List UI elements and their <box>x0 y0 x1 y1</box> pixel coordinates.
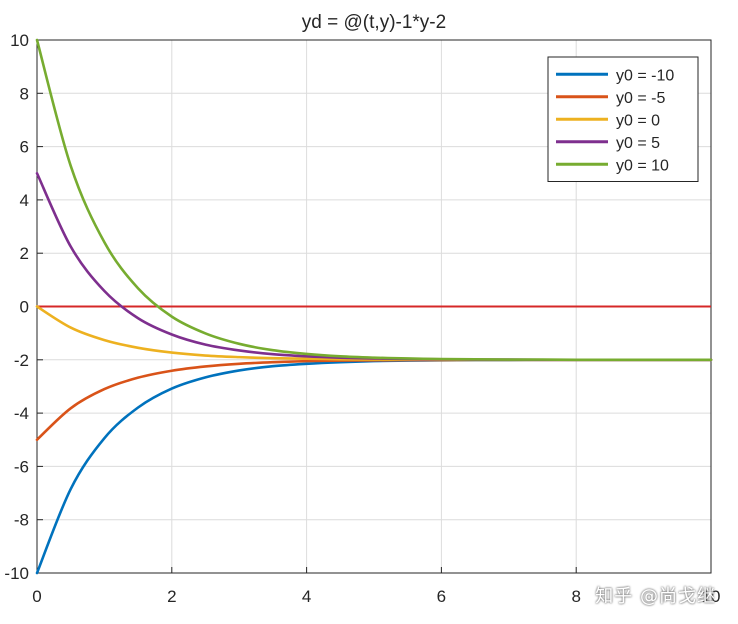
y-tick-label: -2 <box>14 351 29 370</box>
legend-label: y0 = -5 <box>616 90 665 107</box>
y-tick-label: 8 <box>20 84 29 103</box>
legend-label: y0 = 10 <box>616 157 669 174</box>
series-line-2 <box>35 358 713 442</box>
series-line-3 <box>35 305 713 362</box>
x-tick-label: 6 <box>437 587 446 606</box>
legend-label: y0 = 5 <box>616 135 660 152</box>
x-tick-label: 4 <box>302 587 311 606</box>
x-axis: 0 2 4 6 8 10 <box>32 567 720 606</box>
y-tick-label: -10 <box>4 564 29 583</box>
watermark: 知乎 @尚戈继 <box>595 586 716 607</box>
y-tick-label: 6 <box>20 138 29 157</box>
x-tick-label: 10 <box>702 587 721 606</box>
series-lines <box>35 38 713 575</box>
y-tick-label: 2 <box>20 244 29 263</box>
legend-label: y0 = 0 <box>616 112 660 129</box>
series-line-4 <box>35 171 713 362</box>
y-tick-label: 10 <box>10 31 29 50</box>
chart-title: yd = @(t,y)-1*y-2 <box>302 12 446 33</box>
x-tick-label: 0 <box>32 587 41 606</box>
y-tick-label: 4 <box>20 191 29 210</box>
legend: y0 = -10 y0 = -5 y0 = 0 y0 = 5 y0 = 10 <box>547 56 699 182</box>
y-axis: -10 -8 -6 -4 -2 0 2 4 6 8 10 <box>4 31 43 583</box>
legend-label: y0 = -10 <box>616 67 674 84</box>
y-tick-label: -4 <box>14 404 29 423</box>
y-tick-label: -6 <box>14 457 29 476</box>
x-tick-label: 8 <box>571 587 580 606</box>
y-tick-label: -8 <box>14 511 29 530</box>
series-line-5 <box>35 38 713 362</box>
y-tick-label: 0 <box>20 298 29 317</box>
x-tick-label: 2 <box>167 587 176 606</box>
